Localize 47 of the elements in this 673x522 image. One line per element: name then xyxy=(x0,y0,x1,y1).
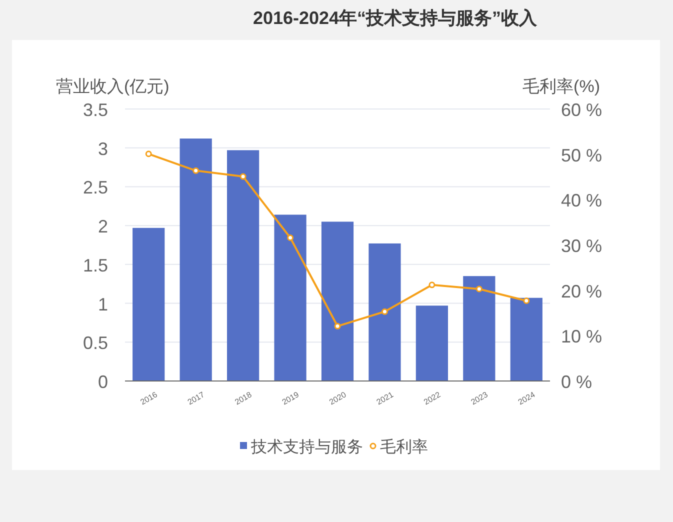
x-tick-label: 2018 xyxy=(233,390,254,407)
point xyxy=(381,308,388,315)
x-tick-label: 2023 xyxy=(469,390,490,407)
y2-tick-label: 60 % xyxy=(561,100,602,120)
bar xyxy=(510,298,542,381)
y2-tick-label: 40 % xyxy=(561,190,602,211)
x-tick-label: 2021 xyxy=(375,390,396,407)
x-tick-label: 2024 xyxy=(516,390,538,407)
y2-tick-label: 20 % xyxy=(561,281,602,302)
point xyxy=(240,173,246,180)
bar xyxy=(274,214,306,381)
y2-tick-label: 0 % xyxy=(561,372,592,392)
bar xyxy=(321,222,354,381)
bar xyxy=(463,276,496,381)
point xyxy=(428,282,436,288)
y2-tick-label: 30 % xyxy=(561,236,602,256)
x-tick-label: 2016 xyxy=(138,390,160,407)
x-tick-label: 2019 xyxy=(280,390,301,407)
y-axis-title: 营业收入(亿元) xyxy=(56,77,170,96)
point xyxy=(523,298,530,304)
y2-axis-title: 毛利率(%) xyxy=(522,77,600,96)
y-tick-label: 0 xyxy=(98,372,108,392)
y2-tick-label: 10 % xyxy=(561,326,602,347)
point xyxy=(192,167,200,174)
bar xyxy=(180,138,212,381)
point xyxy=(334,322,341,330)
bar xyxy=(368,243,401,381)
legend-label: 技术支持与服务 xyxy=(250,438,363,456)
y-tick-label: 1.5 xyxy=(82,255,108,276)
y-tick-label: 0.5 xyxy=(82,333,108,354)
y2-tick-label: 50 % xyxy=(561,145,602,166)
bar xyxy=(416,306,448,381)
y-tick-label: 3.5 xyxy=(82,100,108,120)
x-tick-label: 2017 xyxy=(186,390,207,407)
y-tick-label: 1 xyxy=(98,294,108,314)
point xyxy=(145,150,152,158)
x-tick-label: 2020 xyxy=(328,390,348,407)
point xyxy=(287,234,294,241)
point xyxy=(476,286,482,292)
bar xyxy=(132,228,165,381)
x-tick-label: 2022 xyxy=(422,390,443,407)
y-tick-label: 3 xyxy=(98,138,108,159)
y-tick-label: 2.5 xyxy=(82,178,108,198)
chart-title: 2016-2024年“技术支持与服务”收入 xyxy=(252,8,538,28)
bar xyxy=(227,150,260,381)
legend-label: 毛利率 xyxy=(380,438,428,456)
y-tick-label: 2 xyxy=(98,216,108,237)
